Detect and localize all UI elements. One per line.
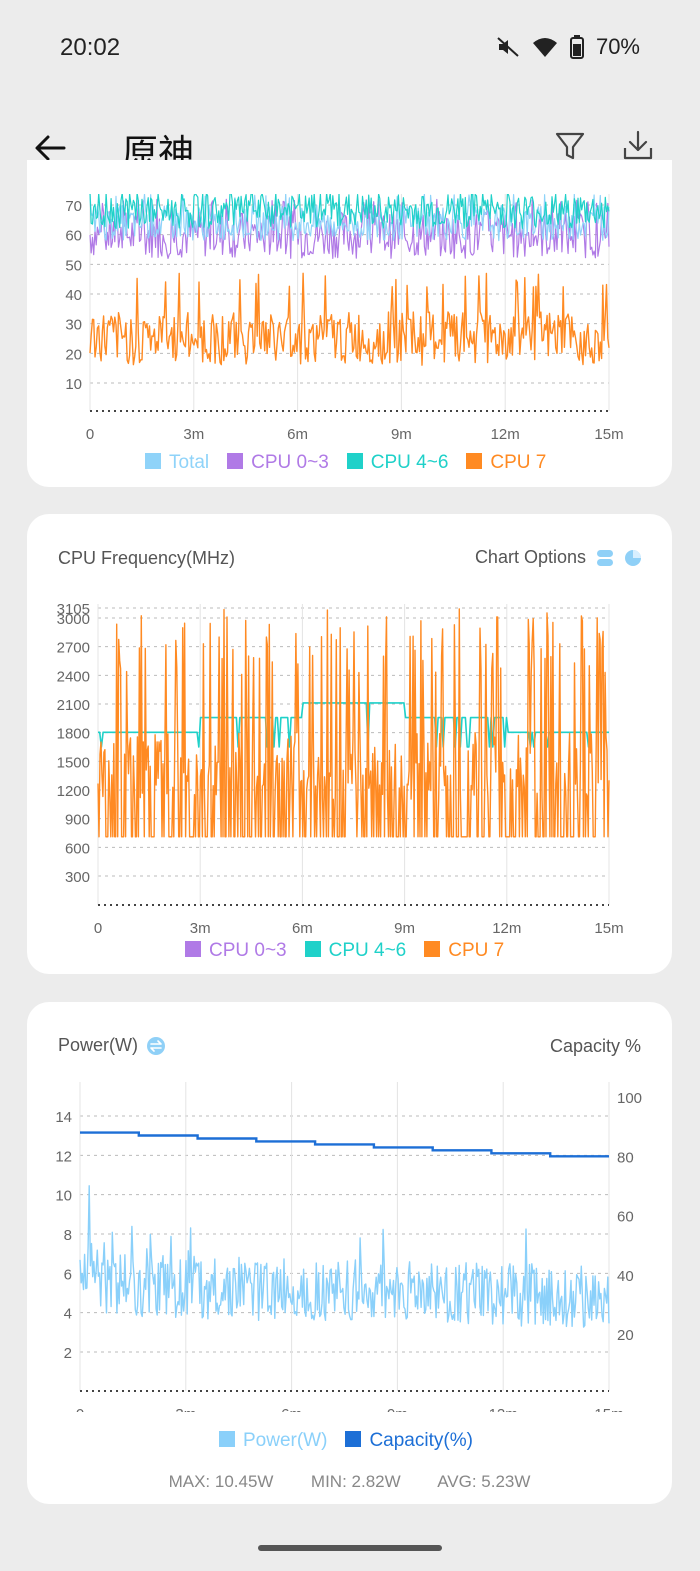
series-cpu-7-line (97, 608, 610, 838)
x-tick-label: 6m (287, 426, 308, 443)
y-tick-label: 2 (64, 1345, 72, 1362)
status-time: 20:02 (60, 34, 121, 61)
x-tick-label: 3m (183, 426, 204, 443)
y-tick-label: 50 (65, 257, 82, 274)
pie-chart-icon[interactable] (624, 549, 642, 567)
cpu-frequency-legend: CPU 0~3 CPU 4~6 CPU 7 (185, 940, 504, 962)
y-tick-label: 2700 (57, 640, 90, 657)
power-chart[interactable]: 141210864203m6m9m12m15m10080604020 (27, 1082, 672, 1412)
y-tick-label: 12 (55, 1148, 72, 1165)
x-tick-label: 0 (86, 426, 94, 443)
series-cpu-7-line (89, 272, 610, 366)
y-tick-label: 10 (65, 376, 82, 393)
power-stats: MAX: 10.45W MIN: 2.82W AVG: 5.23W (27, 1472, 672, 1492)
y-tick-label: 8 (64, 1227, 72, 1244)
power-header: Power(W) (58, 1035, 166, 1056)
legend-item-cpu-7[interactable]: CPU 7 (466, 452, 546, 474)
y-right-tick-label: 20 (617, 1327, 634, 1344)
legend-item-power[interactable]: Power(W) (219, 1430, 327, 1452)
y-tick-label: 3105 (57, 601, 90, 618)
y-tick-label: 70 (65, 198, 82, 215)
power-card: Power(W) Capacity % 141210864203m6m9m12m… (27, 1002, 672, 1504)
status-icons: 70% (496, 34, 640, 60)
y-tick-label: 10 (55, 1188, 72, 1205)
series-power-line (79, 1185, 610, 1328)
capacity-title: Capacity % (549, 1036, 641, 1056)
y-tick-label: 30 (65, 317, 82, 334)
y-tick-label: 900 (65, 812, 90, 829)
x-tick-label: 9m (394, 920, 415, 934)
y-tick-label: 4 (64, 1306, 72, 1323)
cpu-frequency-title: CPU Frequency(MHz) (58, 548, 236, 568)
y-tick-label: 60 (65, 228, 82, 245)
x-tick-label: 3m (175, 1406, 196, 1412)
mute-icon (497, 37, 519, 57)
home-indicator[interactable] (258, 1545, 442, 1551)
power-title: Power(W) (58, 1035, 138, 1055)
legend-item-cpu-0-3[interactable]: CPU 0~3 (185, 940, 287, 962)
y-tick-label: 6 (64, 1266, 72, 1283)
status-bar: 20:02 70% (0, 0, 700, 100)
legend-item-total[interactable]: Total (145, 452, 209, 474)
legend-item-cpu-4-6[interactable]: CPU 4~6 (304, 940, 406, 962)
y-tick-label: 1500 (57, 754, 90, 771)
x-tick-label: 6m (292, 920, 313, 934)
cpu-load-legend: Total CPU 0~3 CPU 4~6 CPU 7 (145, 452, 546, 474)
y-tick-label: 40 (65, 287, 82, 304)
download-icon[interactable] (620, 128, 656, 164)
y-tick-label: 2100 (57, 697, 90, 714)
swap-icon[interactable] (146, 1036, 166, 1056)
y-right-tick-label: 40 (617, 1268, 634, 1285)
y-tick-label: 20 (65, 346, 82, 363)
x-tick-label: 15m (594, 426, 623, 443)
legend-item-capacity[interactable]: Capacity(%) (345, 1430, 473, 1452)
filter-icon[interactable] (552, 128, 588, 164)
cpu-frequency-card: CPU Frequency(MHz) Chart Options 3105 300… (27, 514, 672, 974)
x-tick-label: 6m (281, 1406, 302, 1412)
x-tick-label: 3m (190, 920, 211, 934)
series-cpu-4-6-line (89, 194, 610, 229)
power-max: MAX: 10.45W (168, 1472, 274, 1491)
power-legend: Power(W) Capacity(%) (219, 1430, 473, 1452)
wifi-icon (532, 38, 557, 57)
x-tick-label: 12m (491, 426, 520, 443)
y-right-tick-label: 100 (617, 1090, 642, 1107)
x-tick-label: 12m (489, 1406, 518, 1412)
cpu-frequency-chart[interactable]: 3105300027002400210018001500120090060030… (27, 594, 672, 934)
y-tick-label: 1200 (57, 783, 90, 800)
x-tick-label: 0 (76, 1406, 84, 1412)
y-right-tick-label: 60 (617, 1209, 634, 1226)
y-tick-label: 14 (55, 1109, 72, 1126)
battery-icon (569, 35, 584, 59)
chart-options-label[interactable]: Chart Options (474, 547, 586, 567)
power-min: MIN: 2.82W (310, 1472, 401, 1491)
legend-item-cpu-0-3[interactable]: CPU 0~3 (227, 452, 329, 474)
stacked-toggle-icon[interactable] (596, 549, 614, 567)
x-tick-label: 12m (492, 920, 521, 934)
x-tick-label: 0 (94, 920, 102, 934)
y-right-tick-label: 80 (617, 1149, 634, 1166)
battery-percent: 70% (595, 34, 640, 59)
y-tick-label: 1800 (57, 726, 90, 743)
cpu-load-card: 70 60 50 40 30 20 10 0 3m 6m 9m 12m 15m Total CPU 0~… (27, 160, 672, 487)
series-capacity-line (80, 1131, 609, 1158)
y-tick-label: 600 (65, 840, 90, 857)
y-tick-label: 3000 (57, 611, 90, 628)
legend-item-cpu-7[interactable]: CPU 7 (424, 940, 504, 962)
legend-item-cpu-4-6[interactable]: CPU 4~6 (346, 452, 448, 474)
power-avg: AVG: 5.23W (437, 1472, 531, 1491)
y-tick-label: 2400 (57, 668, 90, 685)
x-tick-label: 15m (594, 1406, 623, 1412)
back-arrow-icon[interactable] (30, 128, 70, 168)
x-tick-label: 9m (387, 1406, 408, 1412)
x-tick-label: 15m (594, 920, 623, 934)
y-tick-label: 300 (65, 869, 90, 886)
cpu-load-chart[interactable]: 70 60 50 40 30 20 10 0 3m 6m 9m 12m 15m (27, 194, 672, 474)
x-tick-label: 9m (391, 426, 412, 443)
chart-options: Chart Options (475, 547, 642, 568)
